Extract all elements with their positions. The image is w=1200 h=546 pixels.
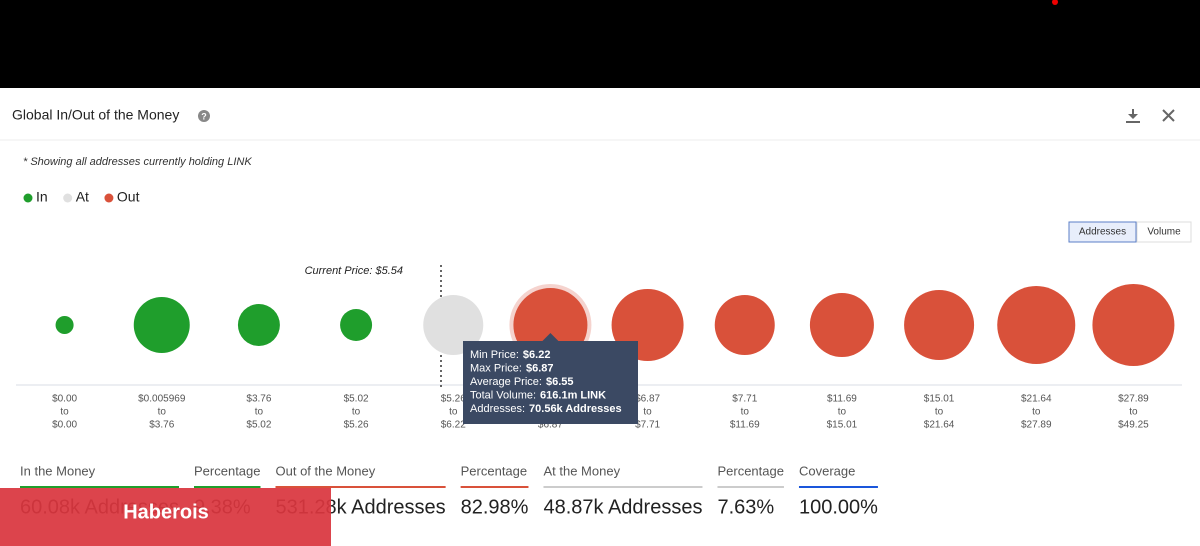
bubble: [423, 294, 484, 356]
bubble: [714, 294, 775, 356]
bubble: [55, 315, 74, 335]
x-tick-label: $27.89: [1118, 394, 1149, 405]
x-tick-label: $0.005969: [138, 394, 186, 405]
bubble: [1092, 284, 1175, 366]
help-icon-glyph: ?: [201, 111, 207, 121]
x-tick-label: to: [352, 407, 361, 418]
x-tick-label: $3.76: [246, 394, 271, 405]
summary-value: 100.00%: [799, 496, 878, 518]
tooltip-value: $6.55: [546, 376, 574, 388]
x-tick-label: $0.00: [52, 420, 77, 431]
legend-swatch: [104, 193, 114, 203]
toggle-button[interactable]: [1068, 221, 1137, 243]
toggle-label: Addresses: [1079, 227, 1126, 238]
legend-swatch: [23, 193, 33, 203]
x-tick-label: to: [643, 407, 652, 418]
widget-title: Global In/Out of the Money: [12, 107, 179, 123]
summary-label: Coverage: [799, 463, 855, 478]
top-bar: [0, 0, 1200, 88]
x-tick-label: $7.71: [732, 394, 757, 405]
x-tick-label: to: [1129, 407, 1138, 418]
tooltip-label: Min Price:: [470, 349, 519, 361]
x-tick-label: to: [158, 407, 167, 418]
x-tick-label: $6.22: [441, 420, 466, 431]
x-tick-label: to: [741, 407, 750, 418]
x-tick-label: $15.01: [924, 394, 955, 405]
x-tick-label: $5.26: [441, 394, 466, 405]
download-icon[interactable]: [1126, 109, 1140, 123]
x-tick-label: $5.26: [344, 420, 369, 431]
bubble: [237, 304, 280, 346]
bubble: [340, 308, 373, 342]
summary-label: Percentage: [717, 463, 784, 478]
toggles: Addresses Volume: [1068, 221, 1192, 243]
summary-label: In the Money: [20, 463, 96, 478]
tooltip-label: Max Price:: [470, 362, 522, 374]
summary-value: 7.63%: [717, 496, 774, 518]
note: * Showing all addresses currently holdin…: [23, 156, 252, 168]
x-tick-label: $15.01: [827, 420, 858, 431]
bubble: [809, 292, 874, 358]
x-tick-label: $11.69: [827, 394, 857, 405]
x-tick-label: to: [255, 407, 264, 418]
tooltip-value: $6.22: [523, 349, 551, 361]
tooltip-box: [463, 333, 638, 424]
bubble: [133, 296, 190, 354]
legend-label: In: [36, 189, 48, 205]
x-tick-label: $21.64: [1021, 394, 1052, 405]
toggle-label: Volume: [1147, 227, 1181, 238]
legend: In At Out: [23, 189, 140, 205]
tooltip-value: 616.1m LINK: [540, 389, 606, 401]
x-tick-label: to: [449, 407, 458, 418]
x-tick-label: to: [60, 407, 69, 418]
x-tick-label: $3.76: [149, 420, 174, 431]
tooltip-value: 70.56k Addresses: [529, 403, 622, 415]
x-tick-label: to: [935, 407, 944, 418]
current-price-label: Current Price: $5.54: [305, 265, 403, 277]
help-icon[interactable]: [198, 110, 210, 122]
summary-value: 48.87k Addresses: [543, 496, 702, 518]
x-tick-label: $0.00: [52, 394, 77, 405]
summary-label: At the Money: [543, 463, 620, 478]
x-tick-label: $5.02: [246, 420, 271, 431]
x-tick-label: $11.69: [730, 420, 760, 431]
summary-label: Percentage: [194, 463, 261, 478]
summary-label: Percentage: [461, 463, 528, 478]
x-tick-label: $49.25: [1118, 420, 1149, 431]
x-tick-label: $27.89: [1021, 420, 1052, 431]
banner: [0, 488, 331, 546]
legend-label: Out: [117, 189, 140, 205]
legend-label: At: [76, 189, 89, 205]
x-tick-label: to: [838, 407, 847, 418]
summary-value: 82.98%: [461, 496, 529, 518]
banner-text: Haberois: [123, 501, 209, 523]
x-tick-label: $6.87: [538, 420, 563, 431]
legend-swatch: [63, 193, 73, 203]
bubble: [904, 290, 975, 360]
tooltip-label: Addresses:: [470, 403, 525, 415]
x-tick-label: to: [1032, 407, 1041, 418]
summary-label: Out of the Money: [276, 463, 376, 478]
expand-icon[interactable]: [1162, 109, 1175, 122]
bubble: [997, 285, 1076, 365]
tooltip-value: $6.87: [526, 362, 554, 374]
x-tick-label: $21.64: [924, 420, 955, 431]
tooltip-label: Average Price:: [470, 376, 542, 388]
tooltip-label: Total Volume:: [470, 389, 536, 401]
x-tick-label: $5.02: [344, 394, 369, 405]
x-tick-label: $7.71: [635, 420, 660, 431]
toggle-button[interactable]: [1136, 221, 1192, 243]
x-tick-label: $6.87: [635, 394, 660, 405]
red-dot: [1052, 0, 1058, 5]
